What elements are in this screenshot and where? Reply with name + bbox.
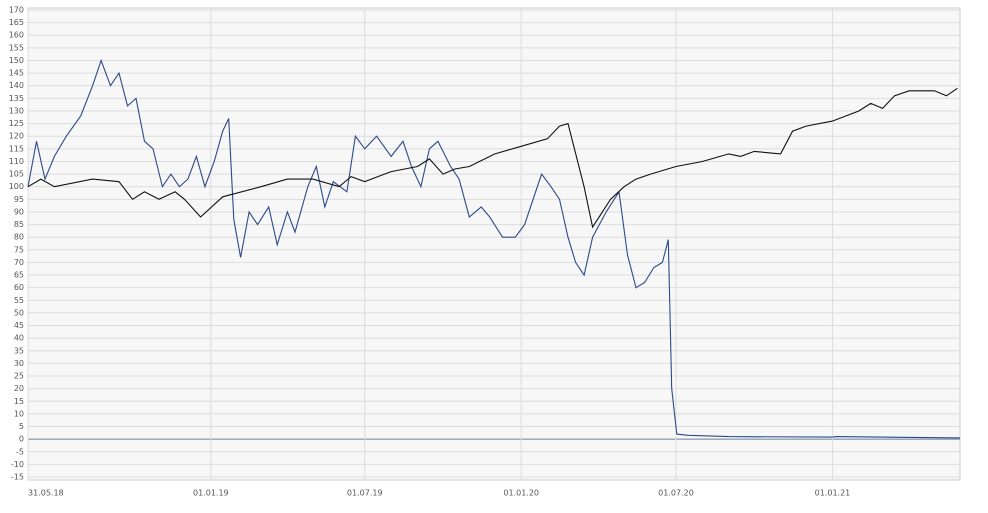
y-tick-label: 70 <box>14 258 24 267</box>
y-tick-label: 145 <box>9 69 24 78</box>
y-tick-label: 50 <box>14 308 24 317</box>
y-tick-label: 150 <box>9 56 24 65</box>
y-tick-label: 165 <box>9 18 24 27</box>
y-tick-label: 35 <box>14 346 24 355</box>
y-tick-label: 170 <box>9 6 24 15</box>
y-tick-label: 100 <box>9 182 24 191</box>
y-tick-label: 90 <box>14 207 24 216</box>
y-tick-label: 60 <box>14 283 24 292</box>
x-tick-label: 01.07.20 <box>658 489 694 498</box>
y-tick-label: 125 <box>9 119 24 128</box>
plot-area <box>27 7 961 481</box>
x-tick-label: 31.05.18 <box>28 489 64 498</box>
x-tick-label: 01.07.19 <box>347 489 383 498</box>
y-tick-label: 120 <box>9 132 24 141</box>
y-tick-label: 105 <box>9 170 24 179</box>
series-line <box>27 87 958 229</box>
y-tick-label: 30 <box>14 359 24 368</box>
y-tick-label: 80 <box>14 233 24 242</box>
y-tick-label: 45 <box>14 321 24 330</box>
x-tick-label: 01.01.21 <box>815 489 851 498</box>
y-tick-label: 130 <box>9 106 24 115</box>
y-tick-label: 85 <box>14 220 24 229</box>
y-tick-label: 55 <box>14 296 24 305</box>
y-tick-label: 65 <box>14 271 24 280</box>
y-tick-label: 25 <box>14 372 24 381</box>
y-tick-label: 110 <box>9 157 24 166</box>
y-tick-label: -5 <box>16 447 24 456</box>
y-tick-label: 10 <box>14 409 24 418</box>
x-tick-label: 01.01.20 <box>503 489 539 498</box>
y-tick-label: -10 <box>11 460 24 469</box>
y-tick-label: 160 <box>9 31 24 40</box>
y-tick-label: -15 <box>11 473 24 482</box>
y-tick-label: 75 <box>14 245 24 254</box>
y-tick-label: 135 <box>9 94 24 103</box>
y-tick-label: 95 <box>14 195 24 204</box>
y-tick-label: 15 <box>14 397 24 406</box>
y-tick-label: 115 <box>9 144 24 153</box>
y-tick-label: 0 <box>19 435 24 444</box>
y-tick-label: 20 <box>14 384 24 393</box>
y-tick-label: 5 <box>19 422 24 431</box>
series-line <box>27 58 961 439</box>
y-tick-label: 155 <box>9 43 24 52</box>
x-tick-label: 01.01.19 <box>193 489 229 498</box>
y-tick-label: 140 <box>9 81 24 90</box>
y-tick-label: 40 <box>14 334 24 343</box>
